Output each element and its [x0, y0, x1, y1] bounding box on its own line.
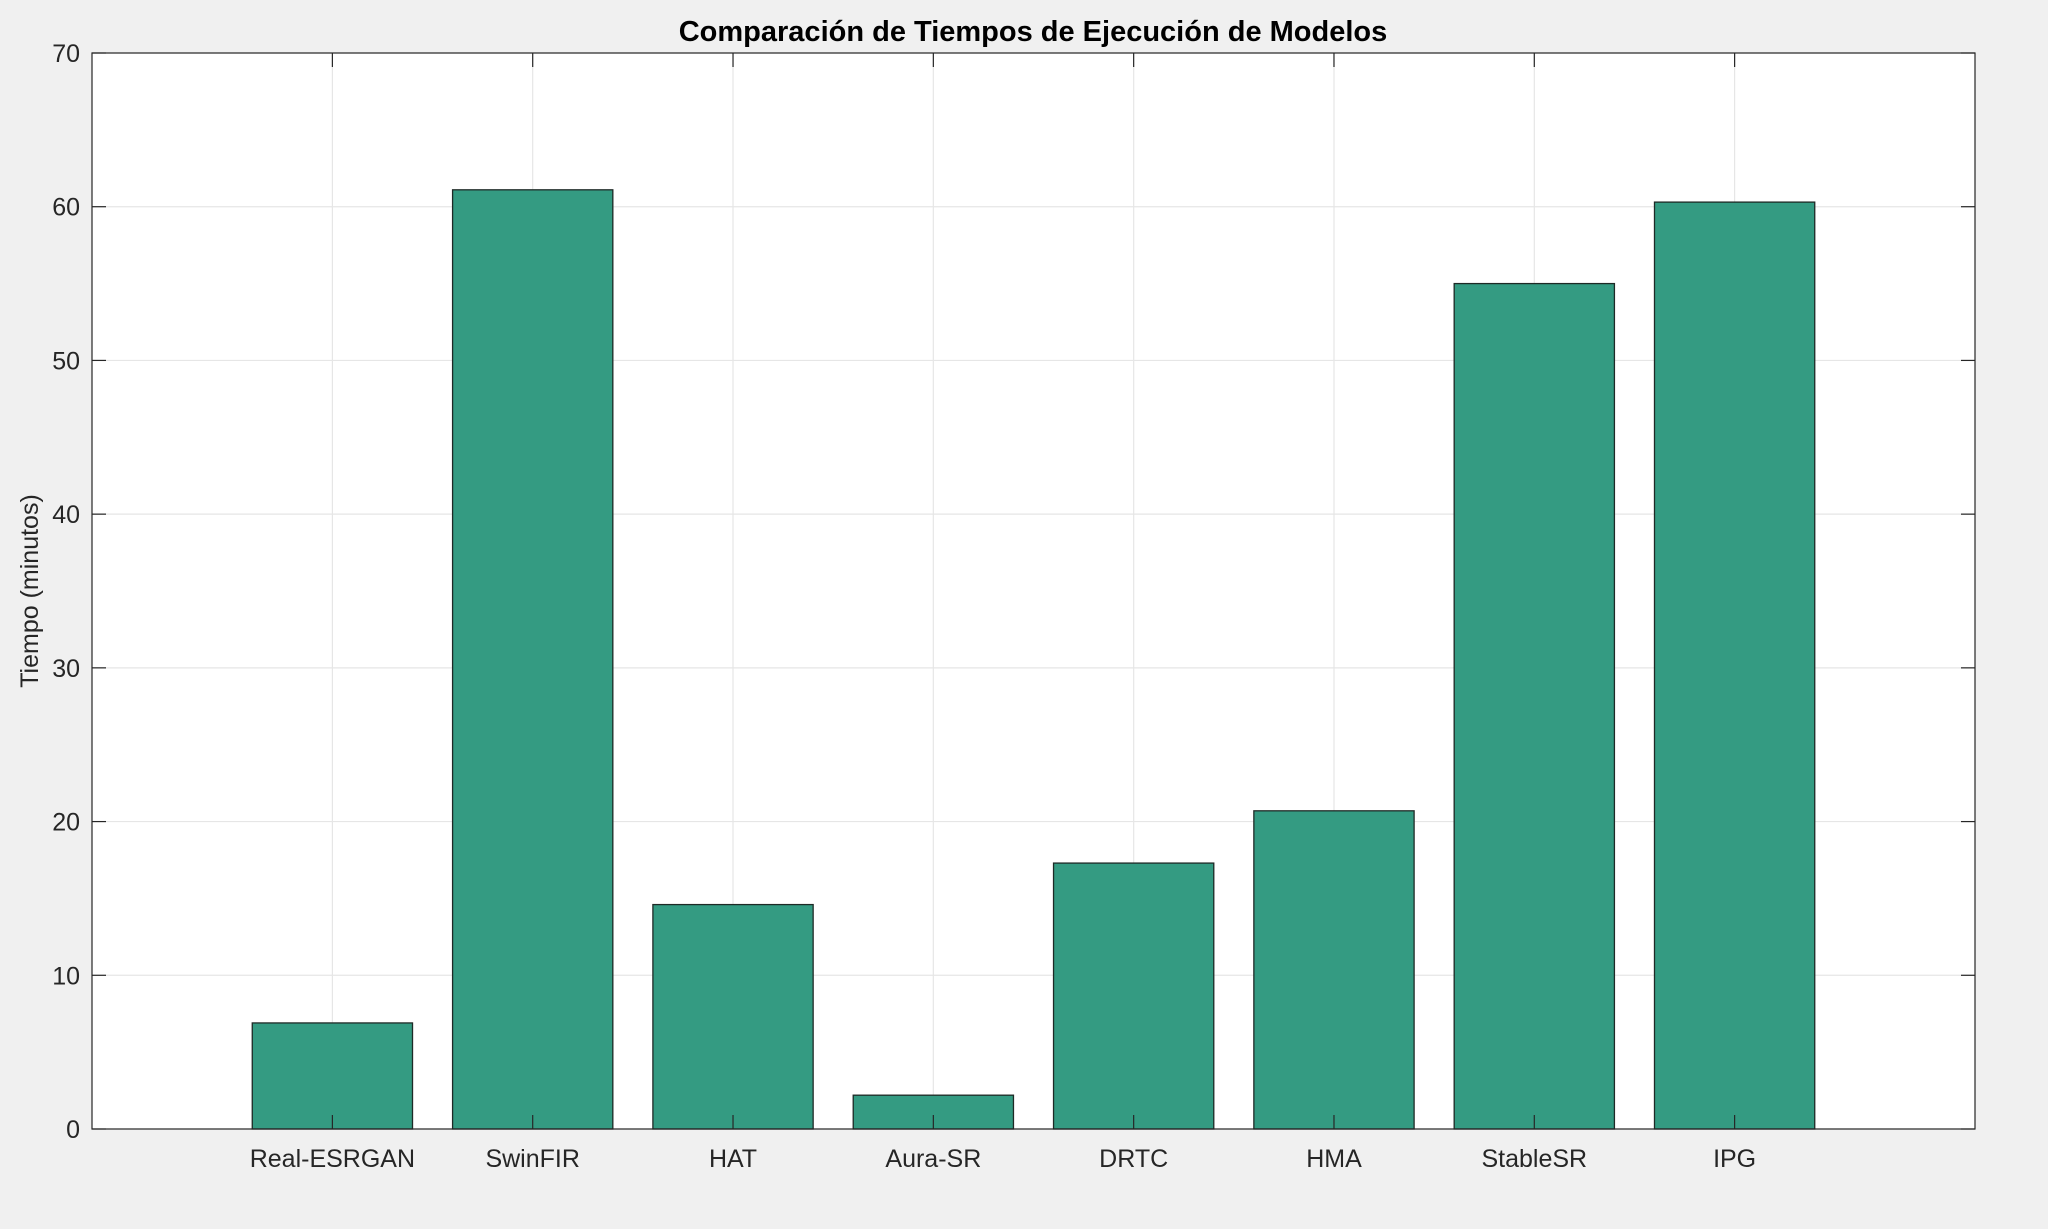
bar-real-esrgan — [251, 1022, 414, 1130]
bar-swinfir — [451, 189, 614, 1130]
y-tick-label: 60 — [52, 194, 80, 222]
x-tick-label: DRTC — [1099, 1145, 1168, 1173]
y-tick-label: 0 — [66, 1116, 80, 1144]
x-tick-label: SwinFIR — [485, 1145, 579, 1173]
x-tick-label: StableSR — [1481, 1145, 1587, 1173]
x-tick-label: Real-ESRGAN — [250, 1145, 415, 1173]
y-axis-label: Tiempo (minutos) — [16, 494, 44, 688]
x-tick-label: HAT — [709, 1145, 757, 1173]
axes-box — [91, 52, 1976, 1130]
x-tick-label: HMA — [1306, 1145, 1362, 1173]
bar-hma — [1253, 810, 1415, 1130]
y-tick-label: 50 — [52, 347, 80, 375]
bar-hat — [652, 903, 814, 1130]
y-tick-label: 40 — [52, 501, 80, 529]
y-tick-label: 70 — [52, 40, 80, 68]
chart-title: Comparación de Tiempos de Ejecución de M… — [679, 16, 1388, 48]
y-tick-labels: 0 10 20 30 40 50 60 70 — [52, 40, 80, 1144]
bars — [251, 189, 1816, 1130]
x-tick-labels: Real-ESRGAN SwinFIR HAT Aura-SR DRTC HMA Stabl… — [250, 1145, 1756, 1173]
y-tick-label: 30 — [52, 655, 80, 683]
bar-stablesr — [1453, 282, 1616, 1130]
y-tick-label: 10 — [52, 962, 80, 990]
bar-ipg — [1653, 201, 1816, 1130]
bar-drtc — [1052, 862, 1215, 1130]
x-tick-label: Aura-SR — [885, 1145, 981, 1173]
x-tick-label: IPG — [1713, 1145, 1756, 1173]
y-tick-label: 20 — [52, 809, 80, 837]
